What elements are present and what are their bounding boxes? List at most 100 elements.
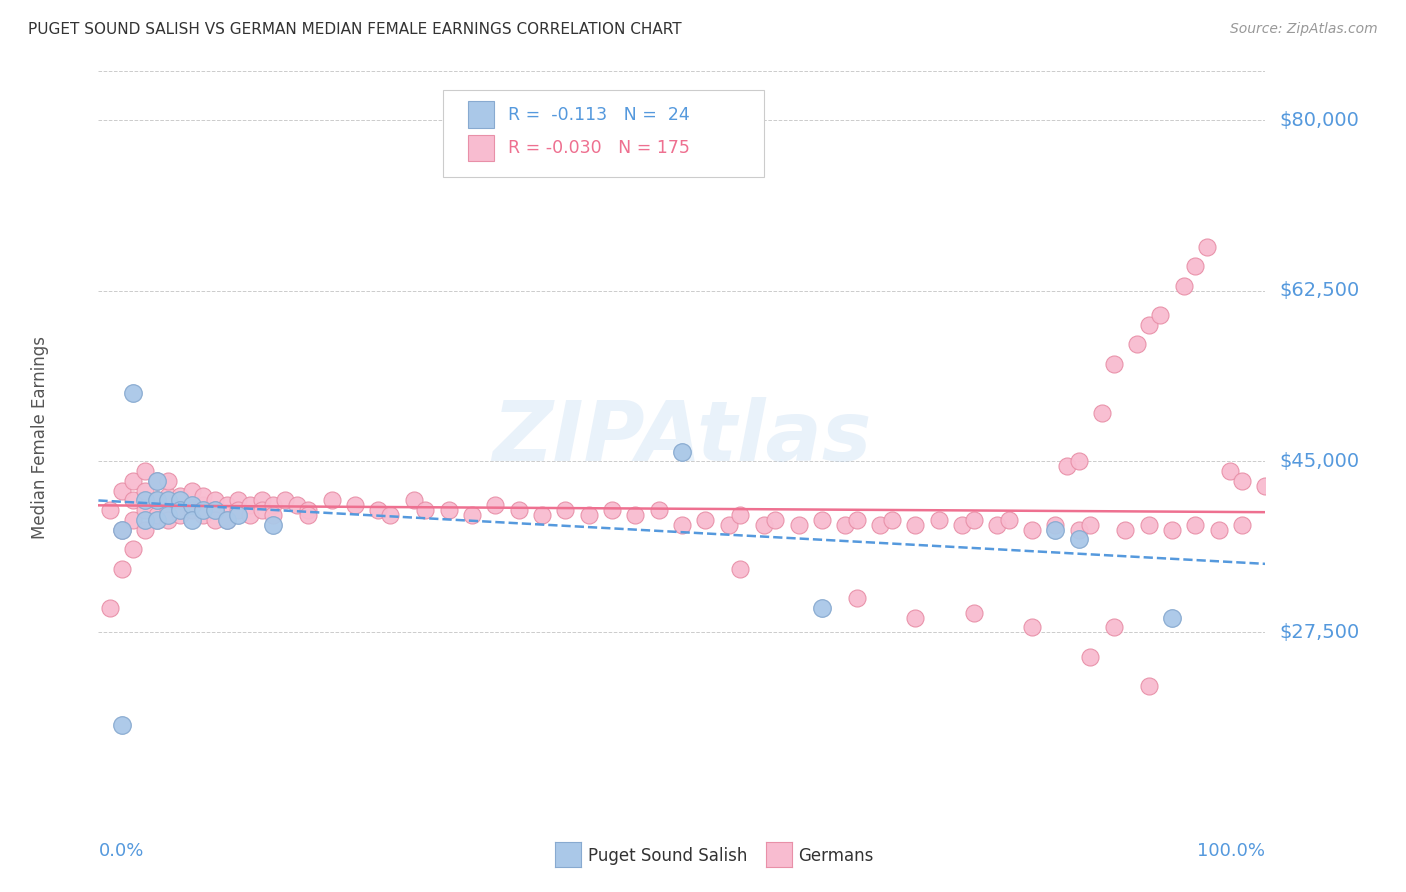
Text: ZIPAtlas: ZIPAtlas (492, 397, 872, 477)
Point (180, 483, 202, 498)
Point (262, 499, 284, 513)
Point (1021, 620, 1043, 634)
Point (193, 508, 215, 522)
Point (950, 517, 973, 532)
Point (1126, 337, 1149, 351)
Point (1080, 517, 1102, 532)
Point (671, 444, 693, 458)
Point (1184, 517, 1206, 532)
Point (157, 503, 180, 517)
Point (169, 503, 191, 517)
Point (1137, 679, 1160, 693)
Text: 0.0%: 0.0% (98, 842, 143, 860)
Point (1208, 523, 1230, 537)
Bar (468, 135, 494, 161)
Point (671, 517, 693, 532)
Point (1056, 459, 1078, 474)
Point (134, 513, 156, 527)
Point (1149, 308, 1171, 322)
Text: Puget Sound Salish: Puget Sound Salish (588, 847, 747, 865)
Point (262, 517, 284, 532)
Text: R =  -0.113   N =  24: R = -0.113 N = 24 (508, 105, 690, 123)
Point (484, 499, 506, 513)
Point (997, 513, 1019, 527)
Point (146, 513, 169, 527)
Point (811, 513, 834, 527)
Point (730, 562, 752, 576)
Text: R = -0.030   N = 175: R = -0.030 N = 175 (508, 139, 690, 157)
Point (157, 508, 180, 522)
Point (215, 513, 238, 527)
Point (1173, 279, 1195, 293)
Point (880, 513, 903, 527)
Point (157, 489, 180, 503)
Point (122, 513, 145, 527)
Point (1067, 454, 1090, 468)
Point (169, 503, 191, 517)
Point (928, 513, 950, 527)
Point (146, 493, 169, 508)
Point (1254, 479, 1277, 493)
Point (262, 508, 284, 522)
Point (228, 508, 250, 522)
Point (239, 499, 262, 513)
Point (204, 503, 226, 517)
Point (134, 483, 156, 498)
Point (250, 493, 273, 508)
Point (169, 503, 191, 517)
Point (193, 489, 215, 503)
Point (1195, 240, 1218, 254)
Point (1184, 260, 1206, 274)
Point (846, 591, 869, 605)
Point (834, 517, 856, 532)
Point (111, 523, 134, 537)
Point (111, 483, 134, 498)
Point (413, 503, 436, 517)
Point (730, 508, 752, 522)
Point (239, 508, 262, 522)
Text: 100.0%: 100.0% (1198, 842, 1265, 860)
Point (180, 499, 202, 513)
Point (1230, 517, 1253, 532)
Point (180, 499, 202, 513)
Point (1137, 318, 1160, 332)
Point (157, 513, 180, 527)
Point (437, 503, 460, 517)
FancyBboxPatch shape (443, 90, 763, 178)
Point (157, 474, 180, 488)
Point (904, 517, 927, 532)
Point (193, 503, 215, 517)
Point (904, 610, 927, 624)
Point (146, 513, 169, 527)
Point (600, 503, 623, 517)
Point (1021, 523, 1043, 537)
Point (157, 493, 180, 508)
Point (1161, 610, 1184, 624)
Point (169, 508, 191, 522)
Point (215, 499, 238, 513)
Point (228, 503, 250, 517)
Point (846, 513, 869, 527)
Point (1137, 517, 1160, 532)
Point (122, 386, 145, 401)
Point (962, 606, 984, 620)
Point (204, 493, 226, 508)
Point (321, 493, 343, 508)
Point (1102, 620, 1125, 634)
Point (962, 513, 984, 527)
Point (111, 562, 134, 576)
Point (1230, 474, 1253, 488)
Point (811, 600, 834, 615)
Point (344, 499, 367, 513)
Point (1067, 533, 1090, 547)
Point (180, 513, 202, 527)
Point (204, 503, 226, 517)
Point (111, 523, 134, 537)
Text: PUGET SOUND SALISH VS GERMAN MEDIAN FEMALE EARNINGS CORRELATION CHART: PUGET SOUND SALISH VS GERMAN MEDIAN FEMA… (28, 22, 682, 37)
Point (228, 493, 250, 508)
Point (554, 503, 576, 517)
Point (752, 517, 775, 532)
Point (787, 517, 810, 532)
Point (215, 513, 238, 527)
Point (530, 508, 553, 522)
